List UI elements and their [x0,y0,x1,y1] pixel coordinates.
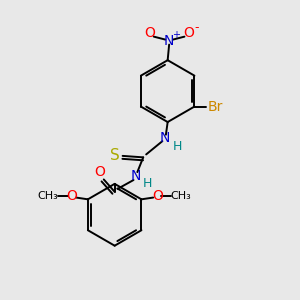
Text: CH₃: CH₃ [170,191,191,201]
Text: O: O [183,26,194,40]
Text: N: N [131,169,141,184]
Text: O: O [94,165,105,179]
Text: N: N [164,34,174,48]
Text: O: O [152,189,163,203]
Text: O: O [144,26,155,40]
Text: S: S [110,148,120,164]
Text: H: H [143,177,152,190]
Text: H: H [172,140,182,153]
Text: N: N [160,131,170,145]
Text: CH₃: CH₃ [38,191,58,201]
Text: O: O [66,189,77,203]
Text: +: + [172,30,180,40]
Text: -: - [195,21,199,34]
Text: Br: Br [208,100,223,114]
